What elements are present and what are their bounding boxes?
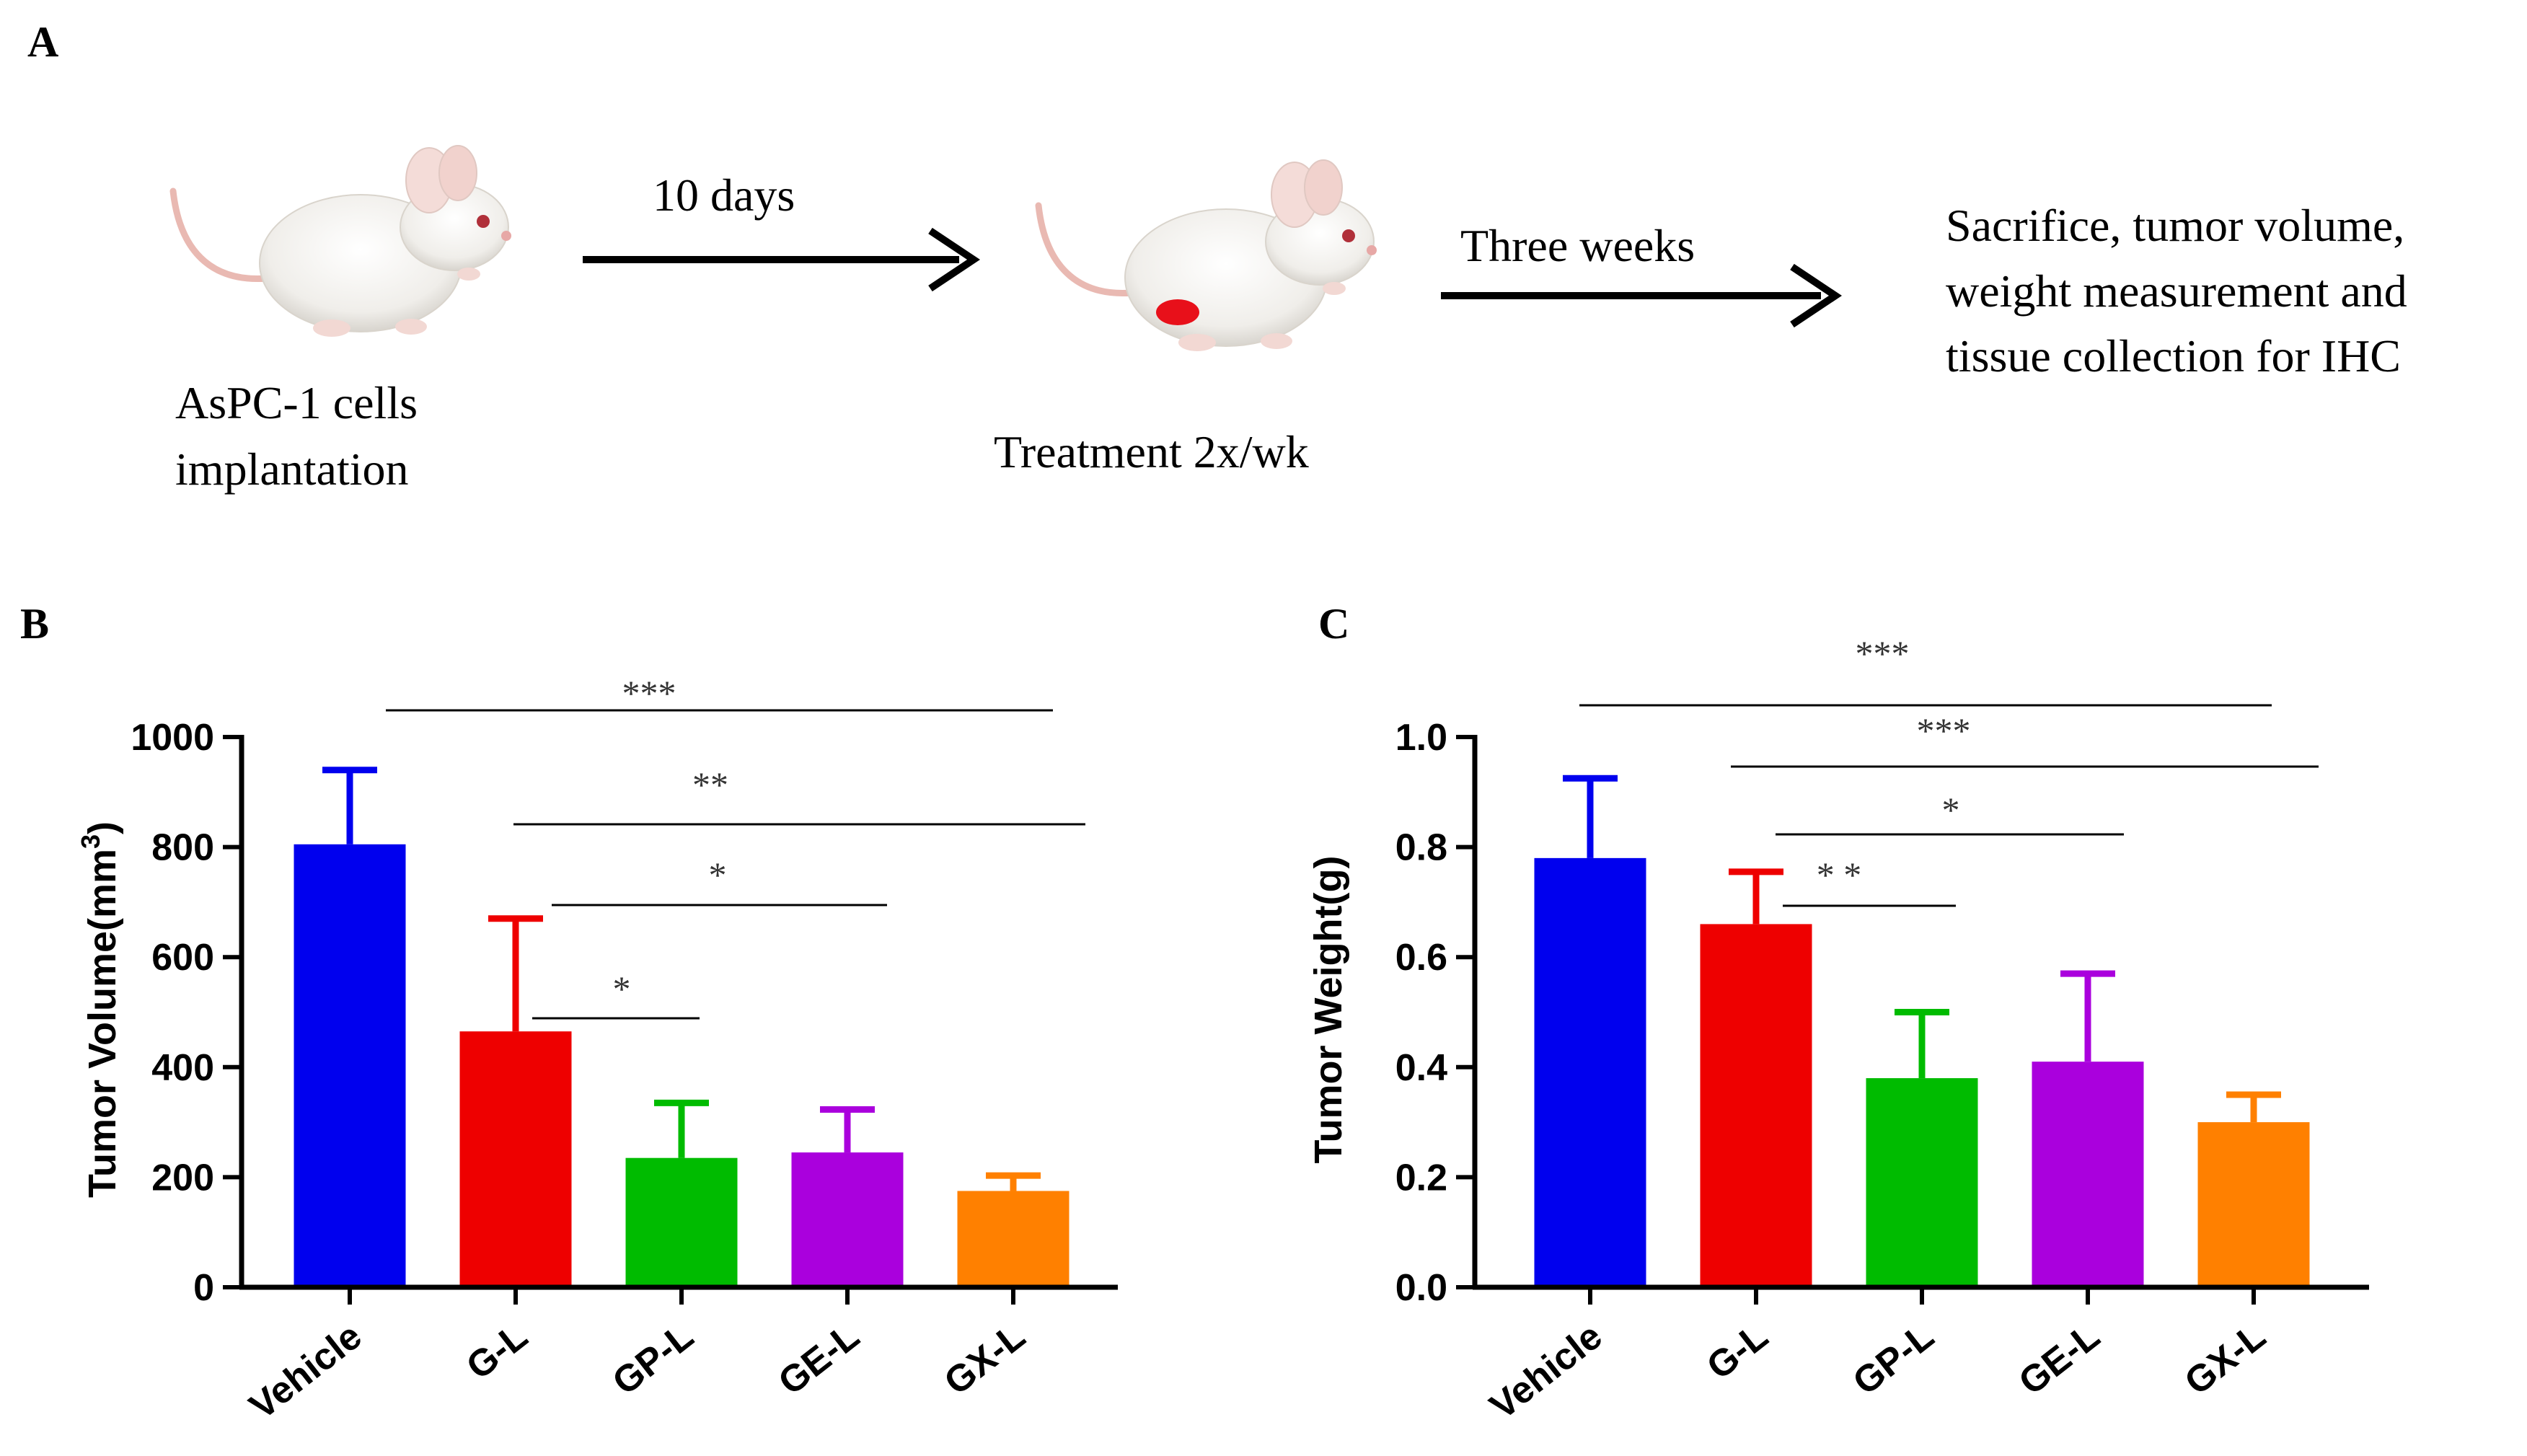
bar-ge-l bbox=[2032, 1062, 2144, 1287]
panel-b: B Vehicle G-L GP-L GE-L GX-L 0 200 400 600 800 100… bbox=[20, 600, 1118, 1428]
y-tick-label: 200 bbox=[151, 1157, 214, 1199]
significance-label: *** bbox=[1917, 710, 1971, 751]
mouse-icon-1 bbox=[173, 146, 511, 337]
bar-g-l bbox=[459, 1031, 572, 1287]
result-line3: tissue collection for IHC bbox=[1946, 330, 2401, 381]
arrow-icon-2 bbox=[1441, 263, 1843, 328]
panel-c-label: C bbox=[1318, 600, 1349, 648]
bar-vehicle bbox=[294, 844, 406, 1287]
bar-gp-l bbox=[1866, 1078, 1978, 1287]
significance-label: *** bbox=[1856, 633, 1910, 674]
y-tick-label: 1000 bbox=[131, 717, 214, 759]
bar-gx-l bbox=[2197, 1122, 2310, 1287]
significance-label: * bbox=[613, 969, 631, 1009]
result-line2: weight measurement and bbox=[1946, 265, 2407, 317]
y-axis-label: Tumor Weight(g) bbox=[1307, 856, 1350, 1164]
x-tick-label: GP-L bbox=[605, 1315, 702, 1403]
mouse-icon-2 bbox=[1038, 160, 1377, 351]
significance-label: * * bbox=[1817, 855, 1862, 895]
y-axis-label: Tumor Volume(mm3) bbox=[76, 821, 124, 1198]
y-tick-label: 0.6 bbox=[1395, 937, 1447, 979]
y-tick-label: 0.0 bbox=[1395, 1267, 1447, 1309]
arrow1-label: 10 days bbox=[653, 169, 795, 221]
bar-gx-l bbox=[957, 1191, 1070, 1287]
y-tick-label: 0.2 bbox=[1395, 1157, 1447, 1199]
x-tick-label: GX-L bbox=[2177, 1315, 2274, 1403]
y-tick-label: 600 bbox=[151, 937, 214, 979]
x-tick-label: GX-L bbox=[937, 1315, 1033, 1403]
result-line1: Sacrifice, tumor volume, bbox=[1946, 200, 2404, 251]
significance-label: * bbox=[709, 855, 727, 895]
significance-label: *** bbox=[622, 673, 676, 713]
step1-line1: AsPC-1 cells bbox=[175, 377, 418, 428]
arrow2-label: Three weeks bbox=[1460, 220, 1695, 271]
panel-b-label: B bbox=[20, 600, 49, 648]
x-tick-label: GE-L bbox=[2011, 1315, 2108, 1403]
y-tick-label: 0 bbox=[193, 1267, 214, 1309]
x-tick-label: G-L bbox=[459, 1315, 535, 1388]
x-tick-label: GE-L bbox=[771, 1315, 868, 1403]
y-tick-label: 1.0 bbox=[1395, 717, 1447, 759]
bar-gp-l bbox=[625, 1157, 738, 1287]
panel-a: A AsPC-1 cells implantation 10 days Trea… bbox=[27, 18, 2407, 495]
arrow-icon-1 bbox=[583, 227, 981, 292]
x-tick-label: Vehicle bbox=[1482, 1315, 1610, 1428]
x-tick-label: Vehicle bbox=[242, 1315, 369, 1428]
tumor-weight-chart: Vehicle G-L GP-L GE-L GX-L 0.0 0.2 0.4 0.6 0.8 1.0… bbox=[1307, 633, 2369, 1428]
x-tick-label: GP-L bbox=[1845, 1315, 1942, 1403]
y-axis-label-main: Tumor Weight(g) bbox=[1307, 856, 1350, 1164]
tumor-volume-chart: Vehicle G-L GP-L GE-L GX-L 0 200 400 600 800 1000 T… bbox=[76, 673, 1118, 1428]
y-axis-label-main: Tumor Volume(mm bbox=[81, 849, 124, 1198]
panel-a-label: A bbox=[27, 18, 58, 66]
bar-g-l bbox=[1700, 924, 1812, 1287]
y-tick-label: 0.8 bbox=[1395, 827, 1447, 869]
panel-c: C Vehicle G-L GP-L GE-L GX-L 0.0 0.2 0.4 0.6 0.8 1… bbox=[1307, 600, 2369, 1428]
bar-vehicle bbox=[1534, 857, 1646, 1287]
y-axis-label-close: ) bbox=[81, 821, 124, 834]
tumor-dot-icon bbox=[1156, 299, 1199, 325]
bar-ge-l bbox=[791, 1152, 904, 1287]
y-tick-label: 400 bbox=[151, 1047, 214, 1089]
y-axis-label-superscript: 3 bbox=[76, 834, 105, 849]
significance-label: ** bbox=[692, 764, 728, 805]
y-tick-label: 0.4 bbox=[1395, 1047, 1447, 1089]
step1-line2: implantation bbox=[175, 444, 409, 495]
step2-label: Treatment 2x/wk bbox=[994, 426, 1309, 477]
significance-label: * bbox=[1942, 790, 1960, 830]
x-tick-label: G-L bbox=[1699, 1315, 1776, 1388]
y-tick-label: 800 bbox=[151, 827, 214, 869]
